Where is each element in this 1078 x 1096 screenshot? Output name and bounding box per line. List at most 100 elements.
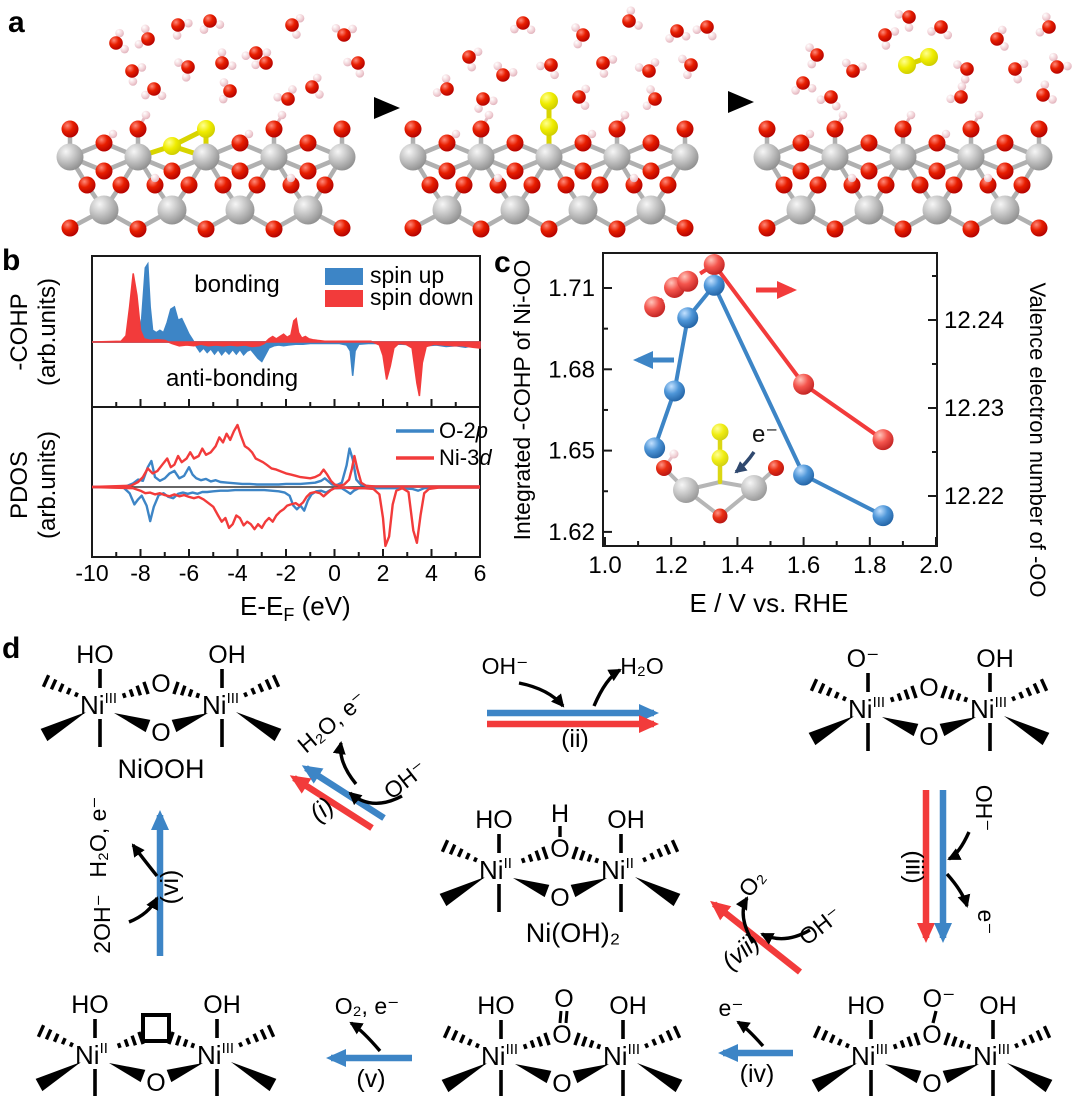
- h-atom: [983, 173, 993, 183]
- ni-atom: [89, 195, 119, 225]
- hash-bond: [913, 1032, 921, 1046]
- h-atom: [807, 83, 817, 93]
- hash-bond: [527, 853, 534, 863]
- o-atom: [810, 48, 824, 62]
- o-atom: [223, 84, 237, 98]
- reaction-id-label: (v): [356, 1065, 385, 1093]
- water-molecule: [572, 84, 591, 110]
- ni-atom: [957, 143, 985, 171]
- h-atom: [451, 129, 461, 139]
- wedge-bond: [808, 716, 854, 746]
- water-molecule: [946, 82, 968, 104]
- pdos-line-O-2p-up: [91, 447, 480, 489]
- hash-bond: [588, 1039, 595, 1049]
- h-atom: [536, 61, 545, 71]
- reaction-(iii): (iii) OH⁻ e⁻: [900, 785, 999, 943]
- h-atom: [184, 18, 193, 28]
- species-arrow: [947, 831, 971, 861]
- wedge-bond: [171, 713, 208, 733]
- h-atom: [115, 28, 124, 38]
- reaction-arrow: [301, 765, 386, 821]
- legend-label-Ni-3d: Ni-3d: [439, 445, 492, 470]
- ligand-label: OH: [203, 991, 241, 1019]
- h-atom: [473, 47, 483, 57]
- o-atom: [809, 176, 827, 194]
- o-atom: [146, 176, 164, 194]
- h-atom: [894, 9, 904, 19]
- water-molecule: [171, 18, 193, 40]
- x-tick-label: -10: [75, 560, 108, 586]
- bridge-o-label: O: [552, 1070, 571, 1096]
- water-molecule: [622, 6, 643, 30]
- h-atom: [1035, 27, 1045, 37]
- water-molecule: [990, 25, 1009, 51]
- wedge-bond: [572, 1064, 609, 1084]
- o-atom: [894, 220, 912, 238]
- water-molecule: [878, 27, 900, 50]
- h-atom: [550, 70, 559, 80]
- hash-bond: [578, 850, 586, 861]
- h-atom: [137, 63, 147, 72]
- o-atom: [404, 120, 422, 138]
- water-molecule: [1036, 80, 1057, 104]
- water-molecule: [791, 76, 817, 95]
- reactant-label: 2OH⁻: [89, 894, 115, 953]
- reaction-id-label: (iv): [740, 1060, 775, 1088]
- reaction-id-label: (iii): [900, 850, 928, 883]
- hash-bond: [442, 1025, 452, 1039]
- ligand-label: OH: [979, 992, 1017, 1020]
- x-tick-label: 1.2: [655, 552, 688, 579]
- hash-bond: [49, 678, 58, 690]
- ni-atom: [753, 143, 781, 171]
- hash-bond: [573, 1032, 581, 1046]
- pdos-line-Ni-3d-up: [91, 423, 480, 489]
- reactant-label: OH⁻: [794, 901, 847, 950]
- wedge-bond: [635, 877, 681, 907]
- h-atom: [134, 39, 144, 49]
- ni-atom: [636, 195, 666, 225]
- species-arrow: [128, 896, 159, 924]
- o-atom: [758, 219, 776, 237]
- panel-b-x-title: E-EF (eV): [240, 591, 351, 625]
- species-arrow: [735, 896, 755, 944]
- water-molecule: [692, 20, 717, 41]
- hash-bond: [243, 691, 249, 698]
- x-tick-label: -2: [276, 560, 296, 586]
- h-atom: [1000, 42, 1009, 51]
- hash-bond: [644, 1042, 650, 1049]
- o-atom: [129, 220, 147, 238]
- reaction-id-label: (vi): [156, 870, 184, 905]
- wedge-bond: [942, 1064, 979, 1084]
- hash-bond: [68, 1041, 74, 1048]
- x-tick-label: 1.6: [787, 552, 820, 579]
- o-atom: [826, 220, 844, 238]
- legend-swatch-spin-up: [325, 268, 363, 285]
- x-tick-label: 6: [474, 560, 487, 586]
- x-tick-label: 1.8: [853, 552, 886, 579]
- panel-label-a: a: [8, 6, 25, 39]
- species-arrow: [518, 681, 565, 708]
- wedge-bond: [637, 1063, 683, 1093]
- ni-center-label: NiIII: [202, 690, 239, 720]
- ni-center-label: NiIII: [973, 1041, 1010, 1071]
- o-atom: [676, 219, 694, 237]
- water-molecule: [174, 58, 195, 82]
- panel-label-d: d: [2, 632, 21, 665]
- species-arrow: [592, 668, 622, 707]
- hash-bond: [534, 850, 542, 861]
- hash-bond: [955, 692, 962, 702]
- h-atom: [943, 30, 953, 40]
- o-atom: [625, 176, 643, 194]
- pdos-y-units: (arb.units): [34, 431, 61, 539]
- h-atom: [218, 94, 228, 104]
- o-atom: [197, 220, 215, 238]
- data-point-blue-1: [644, 437, 666, 459]
- hash-bond: [250, 687, 257, 695]
- panel-c-left-y-title: Integrated -COHP of Ni-OO: [509, 260, 535, 541]
- hash-bond: [52, 1033, 60, 1043]
- water-molecule: [215, 48, 237, 71]
- hash-bond: [910, 685, 918, 699]
- hash-bond: [187, 688, 194, 698]
- water-molecule: [816, 90, 841, 111]
- h-atom: [816, 95, 826, 105]
